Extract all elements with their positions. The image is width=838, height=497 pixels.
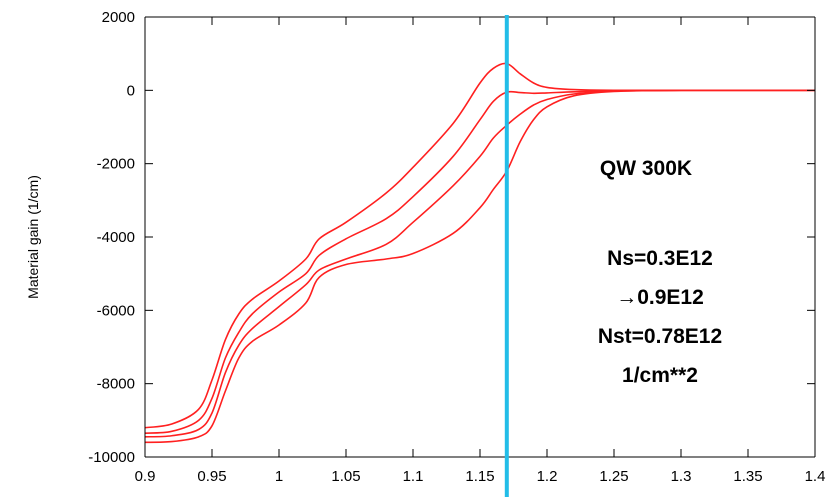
x-tick-label-5: 1.15 <box>465 468 494 485</box>
annotation-units: 1/cm**2 <box>622 364 698 387</box>
y-tick-label-0: 2000 <box>102 9 135 26</box>
x-tick-label-7: 1.25 <box>599 468 628 485</box>
x-tick-label-1: 0.95 <box>197 468 226 485</box>
gain-curve-4 <box>144 89 815 444</box>
y-tick-label-5: -8000 <box>97 376 135 393</box>
x-tick-label-2: 1 <box>275 468 283 485</box>
gain-curve-3 <box>144 89 815 438</box>
y-tick-label-2: -2000 <box>97 156 135 173</box>
annotation-ns: Ns=0.3E12 <box>607 247 713 270</box>
annotation-qw: QW 300K <box>600 157 692 180</box>
gain-curve-1 <box>144 62 815 429</box>
x-tick-label-9: 1.35 <box>733 468 762 485</box>
x-tick-label-0: 0.9 <box>135 468 156 485</box>
x-tick-label-10: 1.4 <box>805 468 826 485</box>
y-axis-label: Material gain (1/cm) <box>25 175 41 299</box>
gain-curve-2 <box>144 89 815 434</box>
ticks <box>144 16 816 458</box>
tick-labels: 0.9 0.95 1 1.05 1.1 1.15 1.2 1.25 1.3 1.35 1.4 2000… <box>88 9 825 485</box>
gain-curves <box>144 62 815 444</box>
x-tick-label-4: 1.1 <box>403 468 424 485</box>
y-tick-label-3: -4000 <box>97 229 135 246</box>
x-tick-label-8: 1.3 <box>671 468 692 485</box>
annotation-ns-range: →0.9E12 <box>616 286 704 309</box>
y-tick-label-1: 0 <box>127 82 135 99</box>
x-tick-label-6: 1.2 <box>537 468 558 485</box>
annotation-nst: Nst=0.78E12 <box>598 325 722 348</box>
x-tick-label-3: 1.05 <box>331 468 360 485</box>
y-tick-label-4: -6000 <box>97 302 135 319</box>
y-tick-label-6: -10000 <box>88 449 135 466</box>
